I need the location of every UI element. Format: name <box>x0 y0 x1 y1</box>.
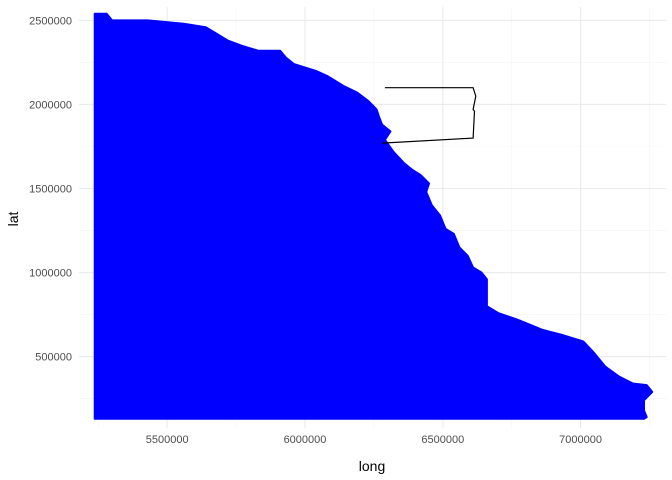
x-tick-label: 7000000 <box>559 434 602 446</box>
x-tick-label: 5500000 <box>146 434 189 446</box>
data-marks <box>93 12 654 420</box>
y-tick-label: 1000000 <box>29 268 72 280</box>
y-tick-label: 1500000 <box>29 184 72 196</box>
y-tick-label: 2500000 <box>29 15 72 27</box>
x-axis-tick-labels: 5500000 6000000 6500000 7000000 <box>146 434 602 446</box>
filled-region-polygon <box>93 12 654 420</box>
y-axis-title: lat <box>5 212 21 227</box>
y-tick-label: 2000000 <box>29 99 72 111</box>
y-axis-tick-labels: 500000 1000000 1500000 2000000 2500000 <box>29 15 72 363</box>
x-tick-label: 6500000 <box>421 434 464 446</box>
x-axis-title: long <box>359 458 385 474</box>
x-tick-label: 6000000 <box>284 434 327 446</box>
outline-path <box>382 87 477 144</box>
y-tick-label: 500000 <box>35 352 72 364</box>
